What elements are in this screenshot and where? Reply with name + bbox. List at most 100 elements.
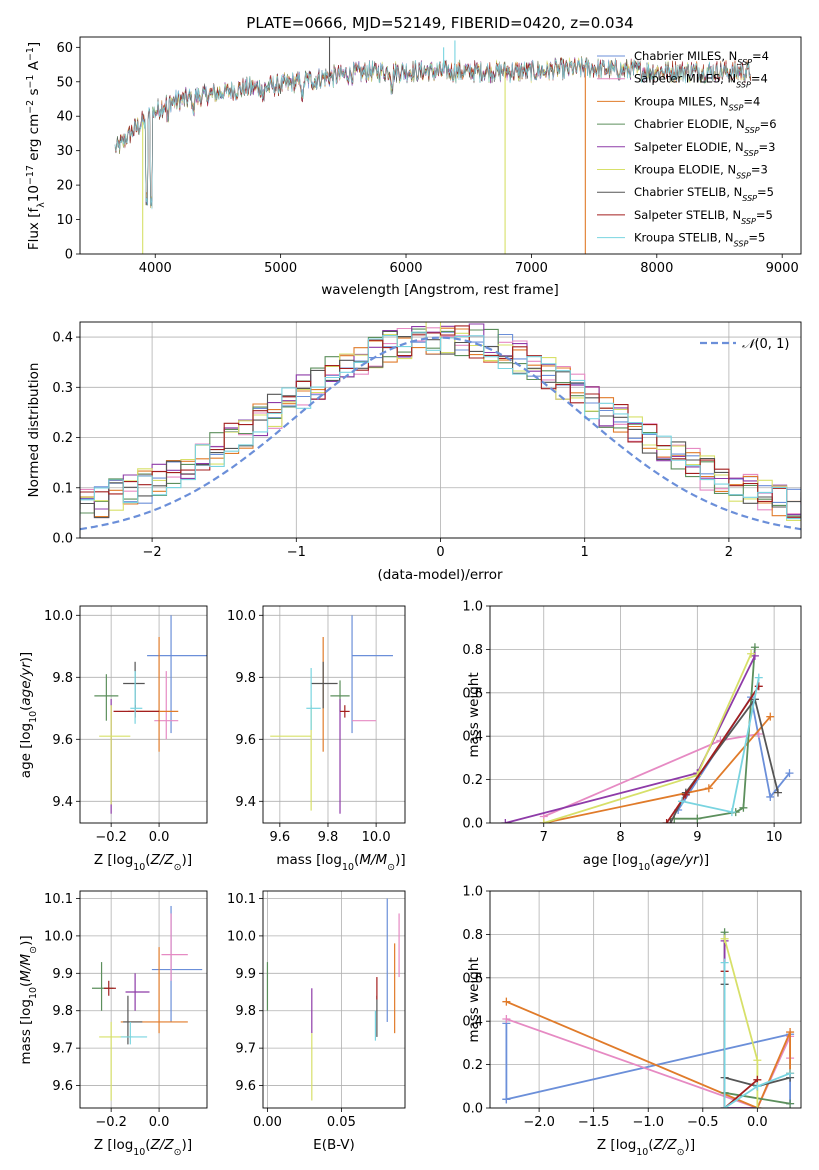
series-line <box>665 685 760 823</box>
y-tick-label: 0.2 <box>462 1058 483 1073</box>
series-marker <box>766 712 775 721</box>
massweight-vs-Z-grid <box>490 890 801 1109</box>
massweight-vs-Z-axes: −2.0 −1.5 −1.0 −0.5 0.0 0.0 0.2 0.4 0.6 0.8 1.0 <box>462 885 802 1130</box>
spectrum-line <box>114 57 751 210</box>
x-tick-label: 9.6 <box>270 830 291 845</box>
normal-curve <box>80 336 801 531</box>
x-tick-label: 10 <box>766 830 783 845</box>
x-axis-label: age [log10(age/yr)] <box>583 852 709 873</box>
y-axis-label: Normed distribution <box>26 363 42 498</box>
y-tick-label: 1.0 <box>462 600 483 615</box>
x-tick-label: 6000 <box>389 261 422 276</box>
y-axis-label: mass weight <box>466 672 482 757</box>
series-marker <box>502 1015 511 1024</box>
legend-entry: Salpeter ELODIE, NSSP=3 <box>634 140 775 158</box>
x-axis-label: Z [log10(Z/Z⊙)] <box>94 1137 192 1158</box>
x-tick-label: 5000 <box>264 261 297 276</box>
axes-frame <box>262 605 406 824</box>
age-vs-Z-axes: −0.2 0.0 9.4 9.6 9.8 10.0 <box>44 605 208 845</box>
series-marker <box>786 1069 795 1078</box>
series-marker <box>693 814 702 823</box>
series-marker <box>720 1104 729 1108</box>
series-marker <box>773 788 782 797</box>
y-tick-label: 0.0 <box>52 532 73 547</box>
axes-frame <box>489 890 802 1109</box>
legend-entry: Kroupa MILES, NSSP=4 <box>634 94 760 112</box>
y-tick-label: 0.4 <box>462 1015 483 1030</box>
y-tick-label: 9.8 <box>235 671 256 686</box>
x-axis-label: Z [log10(Z/Z⊙)] <box>597 1137 695 1158</box>
x-tick-label: 0.0 <box>149 1115 170 1130</box>
series-marker <box>753 1082 762 1091</box>
y-tick-label: 9.8 <box>52 671 73 686</box>
axes-frame <box>79 321 802 539</box>
x-tick-label: 2 <box>725 545 733 560</box>
y-tick-label: 0.0 <box>462 817 483 832</box>
axes-frame <box>79 605 208 824</box>
x-tick-label: 9.8 <box>318 830 339 845</box>
x-tick-label: −1.5 <box>578 1115 610 1130</box>
legend: Chabrier MILES, NSSP=4 Salpeter MILES, NS… <box>597 49 777 248</box>
y-tick-label: 20 <box>56 179 73 194</box>
mass-vs-Z-axes: −0.2 0.0 9.6 9.7 9.8 9.9 10.0 10.1 <box>44 890 208 1130</box>
x-tick-label: 1 <box>581 545 589 560</box>
massweight-vs-age-axes: 7 8 9 10 0.0 0.2 0.4 0.6 0.8 1.0 <box>462 600 802 845</box>
y-tick-label: 40 <box>56 110 73 125</box>
age-vs-mass-axes: 9.6 9.8 10.0 9.4 9.6 9.8 10.0 <box>227 605 406 845</box>
age-vs-Z-plot-area <box>94 615 207 814</box>
series-marker <box>681 790 690 799</box>
series-marker <box>739 803 748 812</box>
mass-vs-Z-plot-area <box>91 905 203 1101</box>
y-tick-label: 9.6 <box>52 733 73 748</box>
y-tick-label: 9.7 <box>52 1042 73 1057</box>
series-marker <box>666 819 675 823</box>
legend-entry: Kroupa STELIB, NSSP=5 <box>634 231 765 249</box>
y-tick-label: 50 <box>56 75 73 90</box>
x-tick-label: 8 <box>616 830 624 845</box>
y-tick-label: 0.2 <box>462 773 483 788</box>
x-tick-label: −0.2 <box>95 1115 127 1130</box>
y-tick-label: 0.1 <box>52 481 73 496</box>
series-marker <box>727 808 736 817</box>
x-tick-label: 8000 <box>640 261 673 276</box>
y-tick-label: 60 <box>56 41 73 56</box>
y-tick-label: 9.9 <box>52 967 73 982</box>
series-marker <box>677 797 686 806</box>
series-marker <box>766 792 775 801</box>
x-tick-label: 0.05 <box>327 1115 356 1130</box>
x-axis-label: Z [log10(Z/Z⊙)] <box>94 852 192 873</box>
residuals-axes: −2 −1 0 1 2 0.0 0.1 0.2 0.3 0.4 <box>52 321 802 560</box>
series-marker <box>720 958 729 967</box>
y-tick-label: 10 <box>56 213 73 228</box>
legend-entry: 𝒩(0, 1) <box>742 337 789 352</box>
y-tick-label: 10.1 <box>227 892 256 907</box>
series-marker <box>720 934 729 943</box>
series-marker <box>704 784 713 793</box>
y-tick-label: 9.6 <box>52 1079 73 1094</box>
series-marker <box>502 1095 511 1104</box>
mass-vs-Z-grid <box>80 891 207 1108</box>
series-line <box>723 962 791 1108</box>
y-tick-label: 9.7 <box>235 1042 256 1057</box>
series-line <box>677 694 791 811</box>
series-line <box>506 1000 791 1108</box>
axes-frame <box>262 890 406 1109</box>
legend-entry: Salpeter STELIB, NSSP=5 <box>634 208 773 226</box>
y-tick-label: 30 <box>56 144 73 159</box>
x-tick-label: −2 <box>143 545 162 560</box>
y-axis-label: mass weight <box>466 957 482 1042</box>
x-axis-label: mass [log10(M/M⊙)] <box>276 852 405 873</box>
x-tick-label: 10.0 <box>362 830 391 845</box>
x-tick-label: −0.2 <box>95 830 127 845</box>
spectrum-plot-area <box>114 37 752 254</box>
series-marker <box>786 1028 795 1037</box>
x-axis-label: wavelength [Angstrom, rest frame] <box>321 282 559 298</box>
x-tick-label: 4000 <box>139 261 172 276</box>
series-marker <box>753 1056 762 1065</box>
axes-frame <box>489 605 802 824</box>
legend-entry: Salpeter MILES, NSSP=4 <box>634 72 768 90</box>
series-marker <box>753 1104 762 1108</box>
series-marker <box>747 649 756 658</box>
y-tick-label: 9.4 <box>235 795 256 810</box>
